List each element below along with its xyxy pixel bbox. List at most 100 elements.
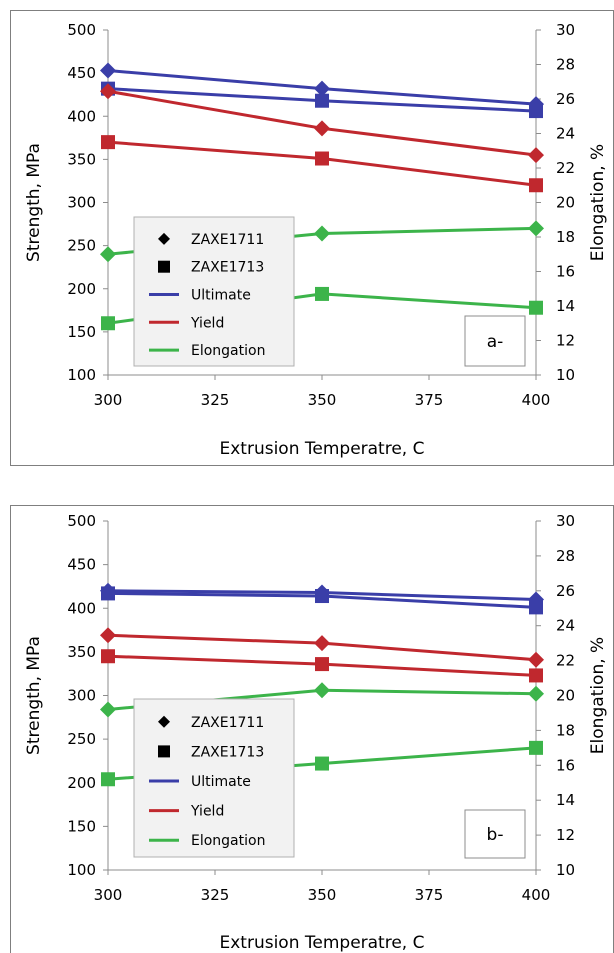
chart-a-y-tick-label: 250 [67,237,96,255]
chart-b-data-point [314,635,330,652]
chart-b-x-tick-label: 375 [415,886,444,904]
chart-a-x-tick-label: 300 [94,391,123,409]
chart-b-x-axis-label: Extrusion Temperatre, C [220,933,425,953]
chart-b-y-tick-label: 250 [67,730,96,748]
chart-a-data-point [100,62,116,79]
chart-a-legend-square-icon [158,260,170,273]
chart-a-y2-tick-label: 14 [556,297,575,315]
chart-panel-b: 100 150 200 250 300 350 400 450 500 10 12 14 16 18 20 2… [10,505,614,953]
chart-b-legend-label: ZAXE1711 [191,715,264,731]
chart-a-data-point [101,135,115,150]
chart-a-svg: 100 150 200 250 300 350 400 450 500 10 12 14 16 18 20 2… [24,21,608,459]
chart-b-y-tick-label: 400 [67,599,96,617]
chart-b-x-tick-label: 300 [94,886,123,904]
chart-b-y2-tick-label: 20 [556,687,575,705]
chart-a-series-zaxe1713-yield [101,135,543,193]
chart-b-y-tick-label: 100 [67,861,96,879]
chart-b-svg: 100 150 200 250 300 350 400 450 500 10 12 14 16 18 20 2… [24,512,608,953]
chart-a-tag-label: a- [487,332,504,352]
chart-a-data-point [315,93,329,108]
chart-a-y-tick-label: 450 [67,64,96,82]
chart-a-y-tick-label: 400 [67,107,96,125]
chart-a-y2-tick-label: 30 [556,21,575,39]
chart-b-y-tick-label: 200 [67,774,96,792]
chart-b-y2-tick-label: 30 [556,512,575,530]
chart-b-x-tick-label: 350 [308,886,337,904]
chart-b-data-point [529,600,543,615]
chart-b-data-point [315,756,329,771]
chart-b-legend-label: ZAXE1713 [191,744,264,760]
chart-a-y2-tick-label: 20 [556,194,575,212]
chart-a-y2-tick-label: 26 [556,90,575,108]
chart-b-y2-tick-label: 28 [556,547,575,565]
chart-b-data-point [528,651,544,668]
chart-a-legend-label: Elongation [191,343,265,359]
chart-a-y2-tick-label: 16 [556,263,575,281]
chart-b-series-zaxe1711-yield [100,627,544,668]
chart-a-data-point [101,316,115,331]
chart-a-y2-axis-label: Elongation, % [588,144,608,261]
chart-a-x-tick-label: 325 [201,391,230,409]
chart-a-legend-label: Yield [190,315,224,331]
chart-b-data-point [528,685,544,702]
chart-b-data-point [315,589,329,604]
chart-b-legend-label: Ultimate [191,774,251,790]
chart-a-x-tick-label: 400 [522,391,551,409]
chart-a-data-point [314,120,330,137]
chart-b-tag-label: b- [487,825,504,845]
chart-a-y2-tick-label: 22 [556,159,575,177]
chart-a-legend-label: ZAXE1713 [191,260,264,276]
chart-panel-a: 100 150 200 250 300 350 400 450 500 10 12 14 16 18 20 2… [10,10,614,466]
chart-b-y2-tick-label: 18 [556,721,575,739]
chart-a-data-point [529,300,543,315]
chart-a-data-point [529,178,543,193]
chart-b-y2-axis-label: Elongation, % [588,637,608,754]
chart-a-data-point [314,225,330,242]
chart-b-y2-tick-label: 12 [556,826,575,844]
chart-b-data-point [100,701,116,718]
chart-a-y2-tick-label: 10 [556,366,575,384]
chart-a-legend-box [133,216,295,367]
chart-a-y2-tick-label: 12 [556,332,575,350]
chart-a-y2-tick-label: 28 [556,56,575,74]
chart-a-tag-box [464,315,526,367]
chart-a-y-axis-label: Strength, MPa [24,143,44,262]
chart-a-data-point [528,147,544,164]
chart-b-data-point [315,657,329,672]
chart-b-legend-label: Yield [190,804,224,820]
chart-b-y2-tick-label: 14 [556,791,575,809]
chart-b-y2-tick-label: 24 [556,617,575,635]
chart-a-legend: ZAXE1711 ZAXE1713 Ultimate Yield Elongation [133,216,295,367]
chart-b-legend-square-icon [158,745,170,758]
chart-a-y-tick-label: 150 [67,323,96,341]
chart-b-legend-box [133,698,295,858]
chart-a-x-tick-label: 375 [415,391,444,409]
chart-a-y-tick-label: 500 [67,21,96,39]
chart-b-data-point [314,682,330,699]
chart-a-data-point [315,286,329,301]
chart-a-y-tick-label: 350 [67,150,96,168]
chart-b-y2-tick-label: 10 [556,861,575,879]
chart-b-series-zaxe1713-ultimate [101,586,543,615]
chart-b-y-tick-label: 450 [67,556,96,574]
chart-a-y2-tick-label: 18 [556,228,575,246]
chart-b-y-tick-label: 300 [67,687,96,705]
chart-a-y-tick-label: 200 [67,280,96,298]
chart-b-legend-diamond-icon [158,715,170,728]
chart-b-data-point [101,772,115,787]
chart-b-legend-label: Elongation [191,833,265,849]
chart-b-y2-tick-label: 26 [556,582,575,600]
chart-b-data-point [101,649,115,664]
chart-b-y-axis-label: Strength, MPa [24,636,44,755]
chart-b-data-point [100,627,116,644]
chart-b-y-tick-label: 350 [67,643,96,661]
chart-a-data-point [314,80,330,97]
chart-a-y-tick-label: 300 [67,194,96,212]
chart-a-legend-label: ZAXE1711 [191,232,264,248]
chart-b-legend: ZAXE1711 ZAXE1713 Ultimate Yield Elongation [133,698,295,858]
chart-b-y-tick-label: 150 [67,817,96,835]
chart-a-data-point [100,83,116,100]
chart-b-data-point [528,591,544,608]
chart-a-y2-tick-label: 24 [556,125,575,143]
chart-b-data-point [529,668,543,683]
